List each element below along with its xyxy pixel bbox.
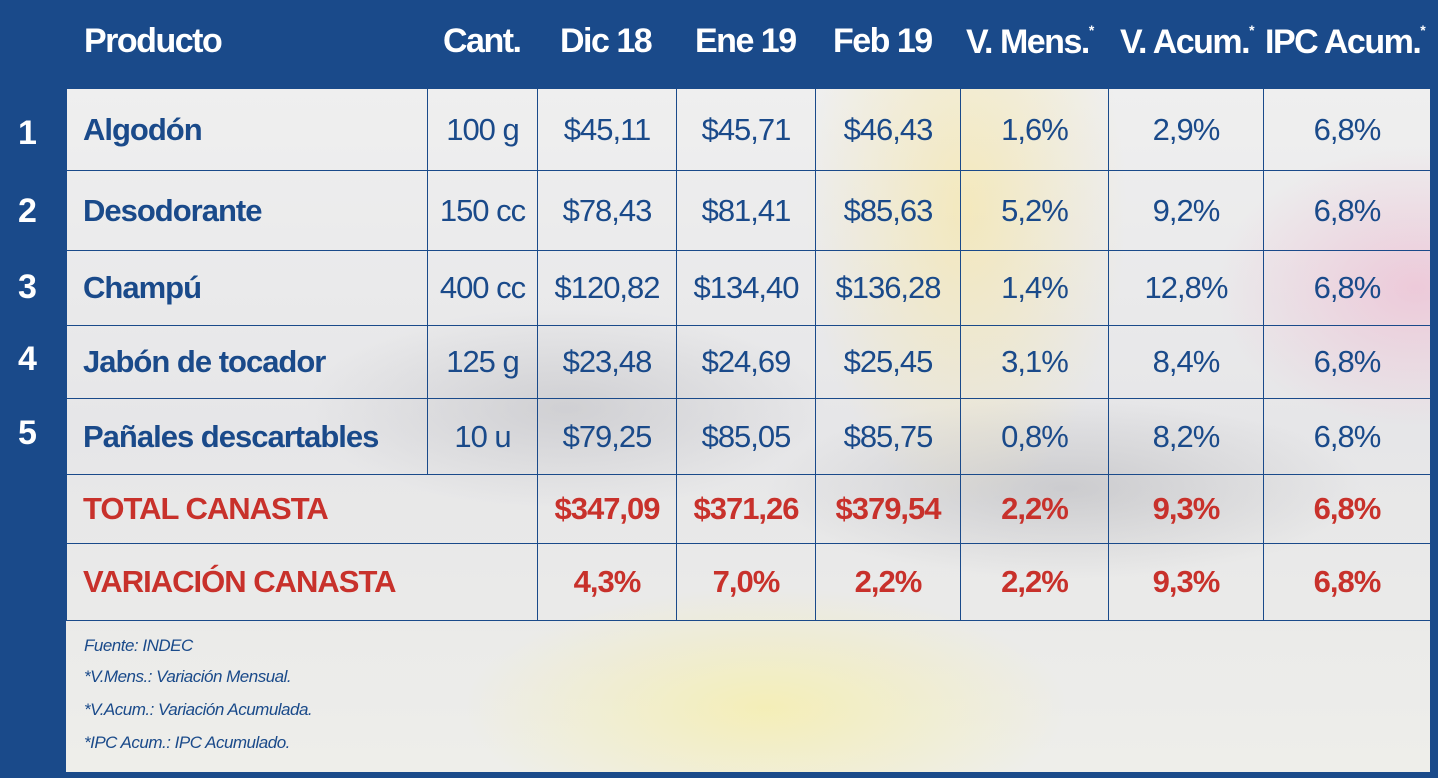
total-cell: $379,54 (815, 474, 961, 544)
table-row: Desodorante 150 cc $78,43 $81,41 $85,63 5,2% 9… (66, 170, 1431, 251)
table-cell: 1,6% (960, 88, 1109, 171)
asterisk-mark: * (1420, 22, 1425, 38)
total-label: VARIACIÓN CANASTA (66, 543, 538, 621)
table-row: Champú 400 cc $120,82 $134,40 $136,28 1,4% 12,… (66, 250, 1431, 326)
table-cell: $23,48 (537, 325, 677, 399)
table-cell: 100 g (427, 88, 538, 171)
total-cell: $371,26 (676, 474, 816, 544)
product-name: Desodorante (66, 170, 428, 251)
total-cell: $347,09 (537, 474, 677, 544)
total-row: VARIACIÓN CANASTA 4,3% 7,0% 2,2% 2,2% 9,3% 6,8… (66, 543, 1431, 621)
table-cell: $85,63 (815, 170, 961, 251)
total-cell: 2,2% (815, 543, 961, 621)
table-cell: 8,4% (1108, 325, 1264, 399)
table-cell: $81,41 (676, 170, 816, 251)
header-label: V. Mens. (966, 23, 1090, 61)
table-cell: $134,40 (676, 250, 816, 326)
total-cell: 9,3% (1108, 543, 1264, 621)
table-cell: $136,28 (815, 250, 961, 326)
table-cell: $45,11 (537, 88, 677, 171)
header-v-mens: V. Mens.* (966, 22, 1094, 62)
footnote: *V.Acum.: Variación Acumulada. (84, 700, 313, 719)
table-cell: $85,75 (815, 398, 961, 475)
header-label: Feb 19 (833, 22, 933, 60)
table-cell: $79,25 (537, 398, 677, 475)
total-row: TOTAL CANASTA $347,09 $371,26 $379,54 2,2% 9,… (66, 474, 1431, 544)
product-name: Algodón (66, 88, 428, 171)
row-number: 1 (18, 114, 37, 152)
table-cell: 6,8% (1263, 250, 1431, 326)
table-row: Jabón de tocador 125 g $23,48 $24,69 $25,45 3… (66, 325, 1431, 399)
table-cell: 6,8% (1263, 88, 1431, 171)
total-cell: 9,3% (1108, 474, 1264, 544)
footnote: Fuente: INDEC (84, 636, 193, 655)
total-cell: 6,8% (1263, 543, 1431, 621)
row-number: 5 (18, 414, 37, 452)
header-label: IPC Acum. (1265, 23, 1422, 61)
header-producto: Producto (84, 22, 223, 61)
header-label: Ene 19 (695, 22, 797, 60)
table-cell: 3,1% (960, 325, 1109, 399)
table-cell: 6,8% (1263, 170, 1431, 251)
total-cell: 7,0% (676, 543, 816, 621)
table-cell: 5,2% (960, 170, 1109, 251)
total-cell: 2,2% (960, 474, 1109, 544)
table-cell: $120,82 (537, 250, 677, 326)
header-dic-18: Dic 18 (560, 22, 653, 61)
asterisk-mark: * (1088, 22, 1094, 38)
table-cell: $25,45 (815, 325, 961, 399)
footnote: *V.Mens.: Variación Mensual. (84, 667, 292, 686)
table-cell: 400 cc (427, 250, 538, 326)
table-cell: 1,4% (960, 250, 1109, 326)
table-cell: 150 cc (427, 170, 538, 251)
table-cell: $24,69 (676, 325, 816, 399)
product-name: Jabón de tocador (66, 325, 428, 399)
header-label: Cant. (443, 22, 522, 60)
table-cell: $45,71 (676, 88, 816, 171)
header-cant: Cant. (443, 22, 522, 61)
row-number: 4 (18, 340, 37, 378)
row-number: 2 (18, 192, 37, 230)
header-label: Producto (84, 22, 223, 60)
table-cell: 6,8% (1263, 325, 1431, 399)
product-name: Pañales descartables (66, 398, 428, 475)
footnote: *IPC Acum.: IPC Acumulado. (84, 733, 290, 752)
total-label: TOTAL CANASTA (66, 474, 538, 544)
asterisk-mark: * (1249, 22, 1254, 38)
header-label: Dic 18 (560, 22, 653, 60)
table-cell: 12,8% (1108, 250, 1264, 326)
table-cell: $78,43 (537, 170, 677, 251)
header-feb-19: Feb 19 (833, 22, 933, 61)
table-cell: 2,9% (1108, 88, 1264, 171)
product-name: Champú (66, 250, 428, 326)
total-cell: 6,8% (1263, 474, 1431, 544)
table-cell: 125 g (427, 325, 538, 399)
header-ipc-acum: IPC Acum.* (1265, 22, 1426, 62)
table-cell: 10 u (427, 398, 538, 475)
table-row: Pañales descartables 10 u $79,25 $85,05 $85,… (66, 398, 1431, 475)
table-cell: 0,8% (960, 398, 1109, 475)
table-cell: $46,43 (815, 88, 961, 171)
header-label: V. Acum. (1120, 23, 1251, 61)
total-cell: 4,3% (537, 543, 677, 621)
total-cell: 2,2% (960, 543, 1109, 621)
table-cell: 8,2% (1108, 398, 1264, 475)
header-v-acum: V. Acum.* (1120, 22, 1255, 62)
table-cell: 6,8% (1263, 398, 1431, 475)
header-ene-19: Ene 19 (695, 22, 797, 61)
table-row: Algodón 100 g $45,11 $45,71 $46,43 1,6% 2,9% 6,… (66, 88, 1431, 171)
row-number: 3 (18, 268, 37, 306)
price-table: Algodón 100 g $45,11 $45,71 $46,43 1,6% 2,9% 6,… (66, 88, 1431, 621)
table-cell: 9,2% (1108, 170, 1264, 251)
table-cell: $85,05 (676, 398, 816, 475)
